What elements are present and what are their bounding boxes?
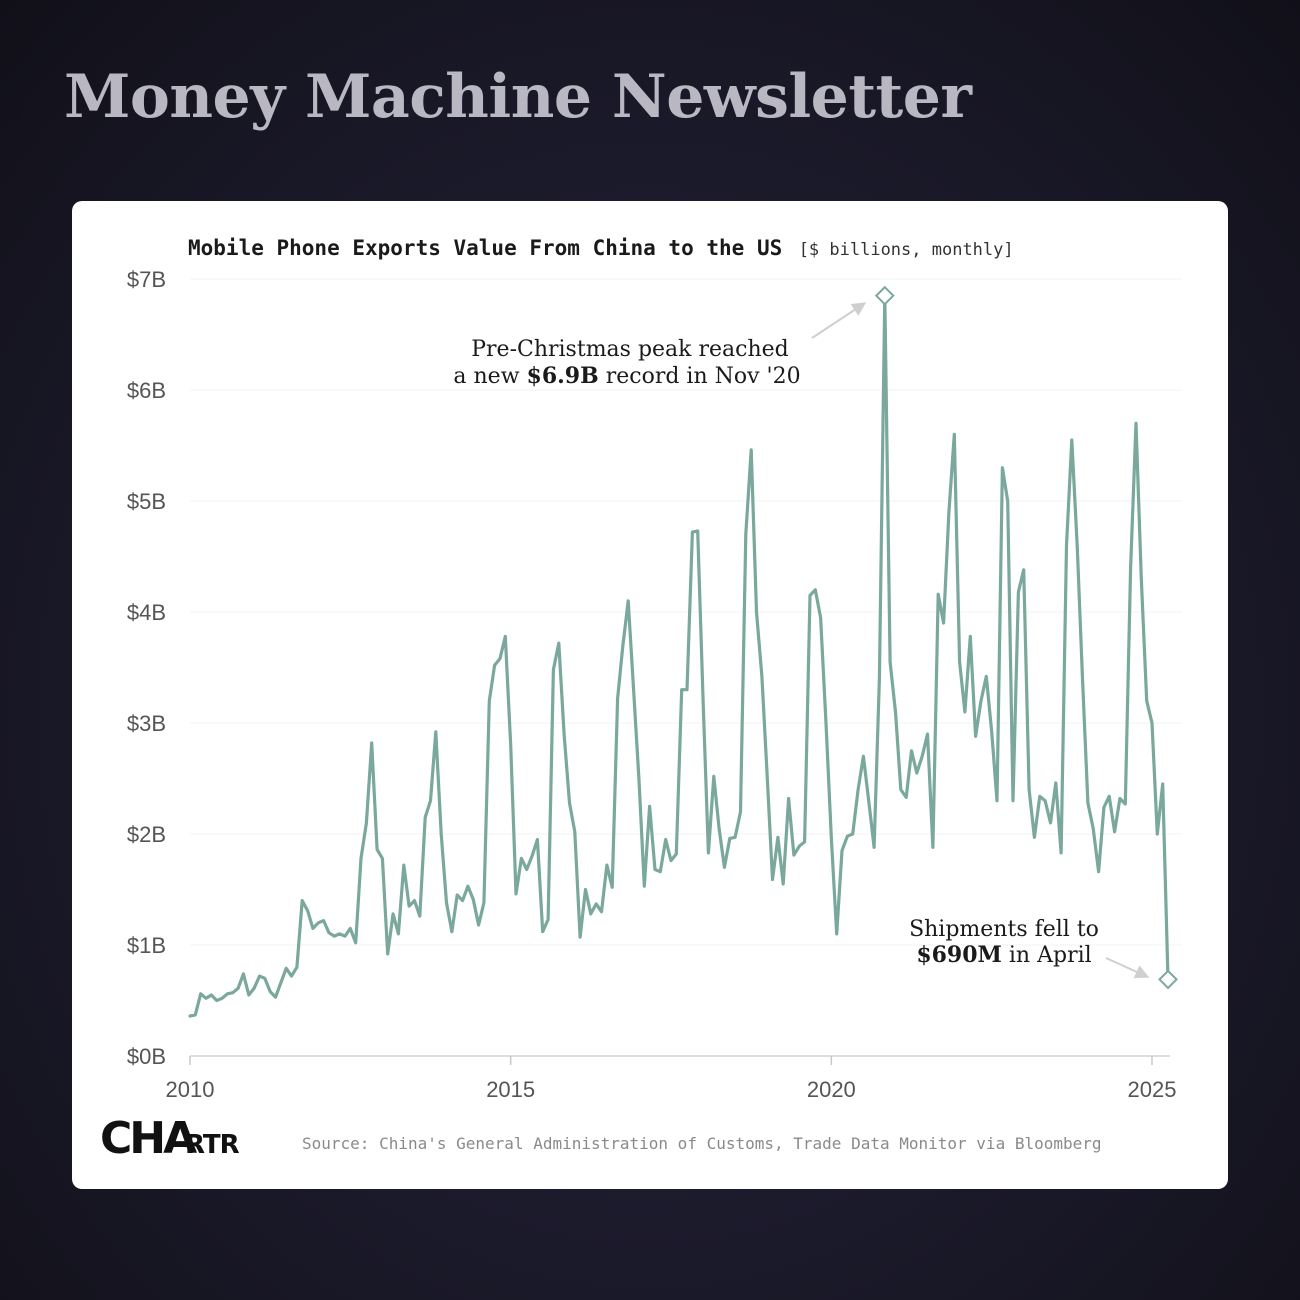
source-note: Source: China's General Administration o… xyxy=(302,1134,1102,1153)
peak-annotation-arrow xyxy=(811,302,867,339)
y-tick-label: $1B xyxy=(127,933,166,958)
logo-small: RTR xyxy=(185,1130,240,1160)
x-tick-label: 2010 xyxy=(166,1077,215,1102)
grid-lines xyxy=(190,278,1182,946)
peak-annotation-post: record in Nov '20 xyxy=(599,364,801,389)
chart-title-line: Mobile Phone Exports Value From China to… xyxy=(188,236,1014,260)
chart-unit-note: [$ billions, monthly] xyxy=(799,240,1014,260)
drop-annotation-post: in April xyxy=(1002,943,1092,968)
chart-title: Mobile Phone Exports Value From China to… xyxy=(188,236,782,260)
chartr-logo: CHA RTR xyxy=(100,1113,241,1164)
newsletter-name: Money Machine Newsletter xyxy=(64,62,972,132)
y-tick-label: $5B xyxy=(127,489,166,514)
drop-annotation-arrow xyxy=(1105,957,1150,979)
x-tick-label: 2025 xyxy=(1128,1077,1177,1102)
y-tick-label: $6B xyxy=(127,378,166,403)
y-tick-label: $2B xyxy=(127,822,166,847)
peak-annotation-line2: a new $6.9B record in Nov '20 xyxy=(453,363,800,389)
logo-big: CHA xyxy=(100,1113,197,1164)
y-tick-label: $3B xyxy=(127,711,166,736)
chart-card: Mobile Phone Exports Value From China to… xyxy=(72,201,1228,1189)
y-tick-label: $0B xyxy=(127,1044,166,1069)
y-tick-label: $4B xyxy=(127,600,166,625)
x-tick-label: 2020 xyxy=(807,1077,856,1102)
drop-annotation-line1: Shipments fell to xyxy=(909,917,1099,942)
drop-marker xyxy=(1158,969,1178,990)
peak-annotation-line1: Pre-Christmas peak reached xyxy=(471,337,789,362)
y-tick-label: $7B xyxy=(127,267,166,292)
peak-marker xyxy=(874,285,895,306)
y-axis: $0B $1B $2B $3B $4B $5B $6B $7B xyxy=(127,267,1170,1069)
chart-svg: Mobile Phone Exports Value From China to… xyxy=(100,236,1182,1164)
drop-annotation-value: $690M xyxy=(916,942,1002,968)
drop-annotation-line2: $690M in April xyxy=(916,942,1091,968)
series-group xyxy=(188,294,1170,1018)
highlight-markers xyxy=(874,285,1178,990)
series-line xyxy=(188,294,1170,1018)
peak-annotation-pre: a new xyxy=(453,364,526,389)
x-axis: 2010 2015 2020 2025 xyxy=(166,1056,1177,1102)
peak-annotation-value: $6.9B xyxy=(527,363,599,389)
x-tick-label: 2015 xyxy=(486,1077,535,1102)
